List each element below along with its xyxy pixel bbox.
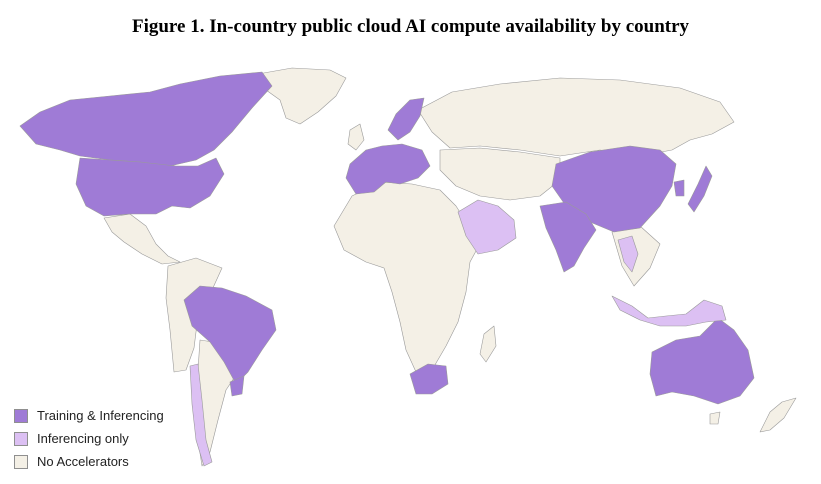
africa-region [333,181,483,373]
canada-region [19,71,273,167]
map-legend: Training & Inferencing Inferencing only … [14,404,164,473]
korea-region [673,179,685,197]
figure-title: Figure 1. In-country public cloud AI com… [131,16,690,37]
chile-region [189,363,213,467]
uk-region [347,123,365,151]
saudi-arabia-region [457,199,517,255]
scandinavia-region [387,97,425,141]
uruguay-region [229,375,245,397]
brazil-region [183,285,277,385]
legend-item: No Accelerators [14,450,164,473]
japan-region [687,165,713,213]
legend-swatch-inferencing [14,431,28,446]
new-zealand-region [759,397,797,433]
legend-label-none: No Accelerators [37,454,129,469]
legend-label-inferencing: Inferencing only [37,431,129,446]
central-asia-region [439,147,561,201]
legend-swatch-none [14,454,28,469]
indonesia-region [611,295,727,327]
south-africa-region [409,363,449,395]
western-europe-region [345,143,431,195]
legend-swatch-training [14,408,28,423]
mexico-region [103,213,181,265]
legend-item: Inferencing only [14,427,164,450]
legend-label-training: Training & Inferencing [37,408,164,423]
russia-region [417,77,735,157]
greenland-region [257,67,347,125]
australia-region [649,317,755,405]
thailand-region [617,235,639,273]
madagascar-region [479,325,497,363]
india-region [539,201,597,273]
tasmania-region [709,411,721,425]
usa-region [75,157,225,217]
legend-item: Training & Inferencing [14,404,164,427]
